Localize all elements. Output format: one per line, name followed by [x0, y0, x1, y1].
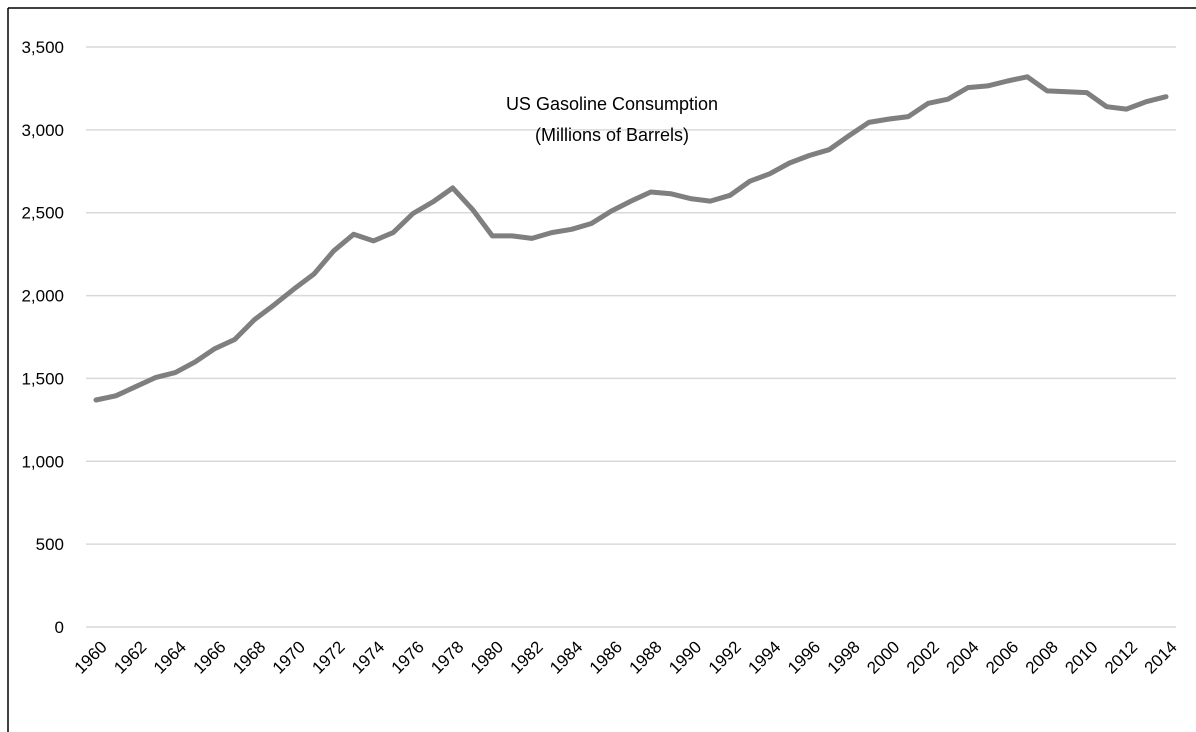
data-point-2012: [1124, 107, 1129, 112]
data-point-1998: [846, 133, 851, 138]
data-point-1966: [212, 346, 217, 351]
y-tick-label: 2,000: [21, 287, 64, 306]
data-point-1988: [648, 190, 653, 195]
data-point-1980: [490, 233, 495, 238]
grid-lines: [86, 46, 1176, 628]
y-tick-label: 3,000: [21, 121, 64, 140]
data-point-2004: [965, 85, 970, 90]
data-point-1970: [292, 286, 297, 291]
data-point-1985: [589, 221, 594, 226]
data-point-2005: [985, 83, 990, 88]
y-tick-label: 1,000: [21, 452, 64, 471]
data-point-1994: [767, 171, 772, 176]
data-point-2000: [886, 117, 891, 122]
data-point-1962: [133, 384, 138, 389]
data-point-1972: [331, 248, 336, 253]
data-point-1987: [629, 199, 634, 204]
data-point-1983: [549, 230, 554, 235]
data-point-1991: [708, 199, 713, 204]
data-point-1969: [272, 302, 277, 307]
data-point-1999: [866, 120, 871, 125]
data-point-1967: [232, 337, 237, 342]
data-point-1989: [668, 191, 673, 196]
chart-title: US Gasoline Consumption: [506, 94, 718, 114]
data-point-2002: [926, 101, 931, 106]
data-point-2007: [1025, 74, 1030, 79]
data-point-1965: [193, 359, 198, 364]
chart-subtitle: (Millions of Barrels): [535, 125, 689, 145]
data-point-2009: [1064, 89, 1069, 94]
data-point-1961: [113, 393, 118, 398]
data-point-1976: [411, 211, 416, 216]
data-point-1973: [351, 232, 356, 237]
data-point-1975: [391, 230, 396, 235]
data-point-1986: [609, 209, 614, 214]
data-point-1990: [688, 196, 693, 201]
data-point-1964: [173, 370, 178, 375]
data-point-1992: [728, 193, 733, 198]
data-point-2010: [1084, 90, 1089, 95]
data-point-1997: [827, 147, 832, 152]
data-point-1979: [470, 207, 475, 212]
data-point-1982: [529, 236, 534, 241]
data-point-2008: [1045, 88, 1050, 93]
data-point-1977: [430, 199, 435, 204]
data-point-1968: [252, 317, 257, 322]
y-tick-label: 500: [36, 535, 64, 554]
y-tick-label: 3,500: [21, 38, 64, 57]
data-point-2003: [946, 97, 951, 102]
y-axis-ticks: 0 500 1,000 1,500 2,000 2,500 3,000 3,500: [21, 38, 64, 637]
data-point-2013: [1144, 99, 1149, 104]
data-point-1996: [807, 153, 812, 158]
data-point-2006: [1005, 78, 1010, 83]
data-point-1960: [94, 397, 99, 402]
data-point-1995: [787, 161, 792, 166]
y-tick-label: 0: [55, 618, 64, 637]
data-point-2001: [906, 114, 911, 119]
data-point-1993: [747, 179, 752, 184]
data-point-2011: [1104, 104, 1109, 109]
y-tick-label: 2,500: [21, 204, 64, 223]
data-point-1984: [569, 227, 574, 232]
data-point-1974: [371, 238, 376, 243]
data-point-1981: [510, 233, 515, 238]
series-line: [93, 74, 1169, 403]
data-point-1978: [450, 185, 455, 190]
data-point-1971: [311, 272, 316, 277]
data-point-1963: [153, 375, 158, 380]
data-point-2014: [1164, 94, 1169, 99]
y-tick-label: 1,500: [21, 369, 64, 388]
